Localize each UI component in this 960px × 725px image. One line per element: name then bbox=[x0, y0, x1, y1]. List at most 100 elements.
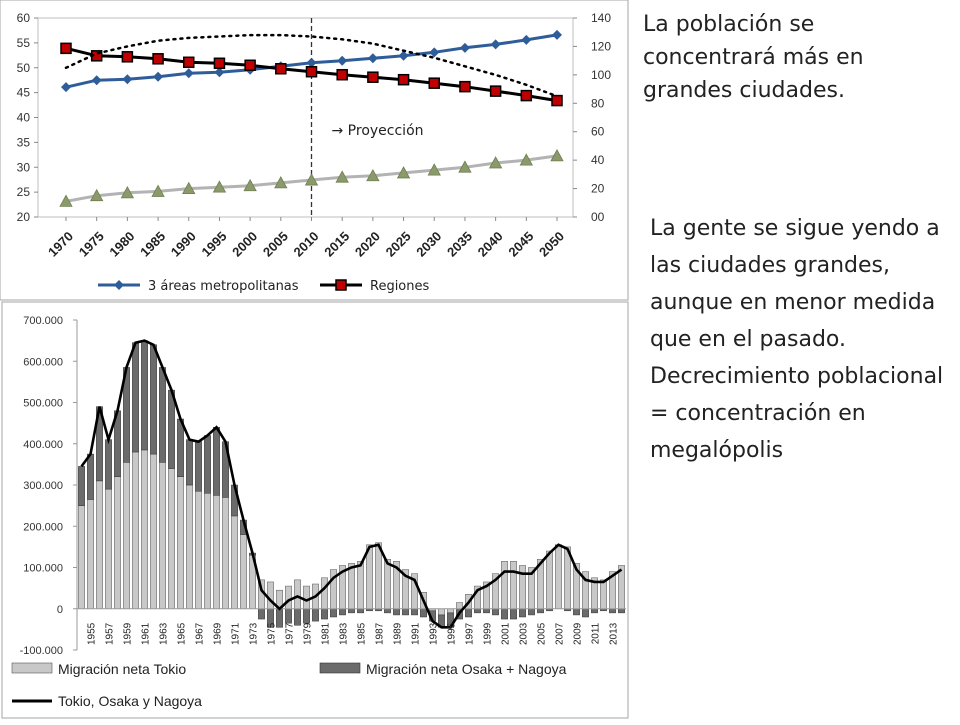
series-grey-point bbox=[366, 168, 380, 182]
bar-osaka-nagoya bbox=[78, 466, 85, 506]
bottom-x-tick-label: 1985 bbox=[357, 622, 368, 645]
bar-osaka-nagoya bbox=[258, 608, 265, 620]
series-metro-point bbox=[183, 68, 194, 79]
bar-osaka-nagoya bbox=[195, 441, 202, 492]
bar-tokio bbox=[240, 534, 247, 609]
bar-osaka-nagoya bbox=[285, 608, 292, 624]
bottom-x-tick-label: 1983 bbox=[339, 622, 350, 645]
bar-tokio bbox=[303, 585, 310, 609]
bar-tokio bbox=[501, 561, 508, 609]
right-tick-label: 140 bbox=[591, 11, 611, 25]
bottom-chart-frame bbox=[1, 301, 629, 719]
bottom-x-tick-label: 1955 bbox=[87, 622, 98, 645]
bar-osaka-nagoya bbox=[411, 608, 418, 616]
bottom-x-tick-label: 1959 bbox=[123, 622, 134, 645]
right-tick-label: 20 bbox=[591, 182, 605, 196]
bottom-x-tick-label: 2001 bbox=[501, 622, 512, 645]
bar-osaka-nagoya bbox=[330, 608, 337, 618]
series-metro-point bbox=[398, 50, 409, 61]
series-grey-point bbox=[427, 163, 441, 176]
bar-osaka-nagoya bbox=[213, 427, 220, 496]
bar-osaka-nagoya bbox=[204, 435, 211, 494]
series-metro-point bbox=[490, 39, 501, 50]
bottom-x-tick-label: 1967 bbox=[195, 622, 206, 645]
bottom-x-tick-label: 1961 bbox=[141, 622, 152, 645]
bottom-x-tick-label: 1971 bbox=[231, 622, 242, 645]
right-tick-label: 100 bbox=[591, 68, 611, 82]
series-metro-point bbox=[367, 53, 378, 64]
bar-osaka-nagoya bbox=[105, 439, 112, 490]
series-grey-point bbox=[182, 181, 196, 194]
bar-tokio bbox=[546, 550, 553, 609]
series-regiones-point bbox=[336, 68, 348, 81]
bar-osaka-nagoya bbox=[465, 608, 472, 618]
bar-osaka-nagoya bbox=[573, 608, 580, 616]
bottom-x-tick-label: 1965 bbox=[177, 622, 188, 645]
right-tick-label: 00 bbox=[591, 210, 605, 224]
left-tick-label: 30 bbox=[17, 160, 31, 174]
bar-tokio bbox=[510, 561, 517, 609]
bar-tokio bbox=[114, 476, 121, 609]
bottom-x-tick-label: 1987 bbox=[375, 622, 386, 645]
series-grey-point bbox=[335, 170, 349, 183]
bar-osaka-nagoya bbox=[141, 340, 148, 451]
projection-annotation: → Proyección bbox=[332, 123, 424, 139]
series-regiones-point bbox=[367, 71, 379, 83]
left-tick-label: 60 bbox=[17, 11, 31, 25]
line-total bbox=[80, 339, 623, 629]
bottom-x-tick-label: 1993 bbox=[429, 622, 440, 645]
bar-tokio bbox=[195, 490, 202, 609]
bar-tokio bbox=[555, 544, 562, 609]
series-regiones-point bbox=[121, 51, 134, 63]
series-metro-point bbox=[459, 42, 470, 53]
bar-osaka-nagoya bbox=[312, 608, 319, 622]
bar-tokio bbox=[177, 476, 184, 609]
series-grey-point bbox=[274, 176, 288, 189]
bottom-x-tick-label: 1973 bbox=[249, 622, 260, 645]
bottom-x-tick-label: 2003 bbox=[519, 622, 530, 645]
series-grey-point bbox=[396, 166, 411, 179]
bar-osaka-nagoya bbox=[177, 418, 184, 477]
series-grey-point bbox=[90, 188, 104, 202]
series-grey-point bbox=[151, 184, 165, 197]
right-tick-label: 120 bbox=[591, 39, 611, 53]
legend-osaka-label: Migración neta Osaka + Nagoya bbox=[366, 661, 567, 677]
right-tick-label: 60 bbox=[591, 125, 605, 139]
series-regiones-point bbox=[305, 65, 318, 78]
bar-osaka-nagoya bbox=[492, 608, 499, 616]
bar-tokio bbox=[447, 608, 454, 614]
bottom-x-tick-label: 1957 bbox=[105, 622, 116, 645]
bar-tokio bbox=[87, 499, 94, 609]
series-grey-point bbox=[243, 178, 257, 192]
bar-osaka-nagoya bbox=[483, 608, 490, 614]
bar-tokio bbox=[294, 579, 301, 609]
bottom-x-tick-label: 1977 bbox=[285, 622, 296, 645]
bottom-x-tick-label: 1963 bbox=[159, 622, 170, 645]
series-regiones-point bbox=[551, 94, 563, 107]
left-tick-label: 35 bbox=[17, 135, 31, 149]
bar-osaka-nagoya bbox=[339, 608, 346, 616]
series-grey-point bbox=[120, 186, 135, 199]
bar-osaka-nagoya bbox=[357, 608, 364, 614]
bar-osaka-nagoya bbox=[591, 608, 598, 614]
bar-tokio bbox=[186, 484, 193, 609]
bar-tokio bbox=[267, 581, 274, 609]
bar-osaka-nagoya bbox=[384, 608, 391, 614]
bar-osaka-nagoya bbox=[474, 608, 481, 614]
bottom-x-tick-label: 1991 bbox=[411, 622, 422, 645]
legend-total-label: Tokio, Osaka y Nagoya bbox=[58, 693, 202, 709]
series-regiones-point bbox=[459, 80, 471, 93]
series-grey-point bbox=[304, 173, 319, 186]
series-metro-point bbox=[153, 71, 164, 82]
bar-osaka-nagoya bbox=[501, 608, 508, 620]
series-regiones-point bbox=[428, 77, 440, 89]
bottom-y-tick-label: -100.000 bbox=[20, 645, 63, 657]
bar-osaka-nagoya bbox=[348, 608, 355, 614]
bottom-y-tick-label: 100.000 bbox=[23, 563, 63, 575]
left-tick-label: 45 bbox=[17, 86, 31, 100]
series-metro-point bbox=[91, 75, 102, 86]
bar-tokio bbox=[141, 449, 148, 609]
bar-osaka-nagoya bbox=[582, 608, 589, 618]
bottom-y-tick-label: 400.000 bbox=[23, 439, 63, 451]
